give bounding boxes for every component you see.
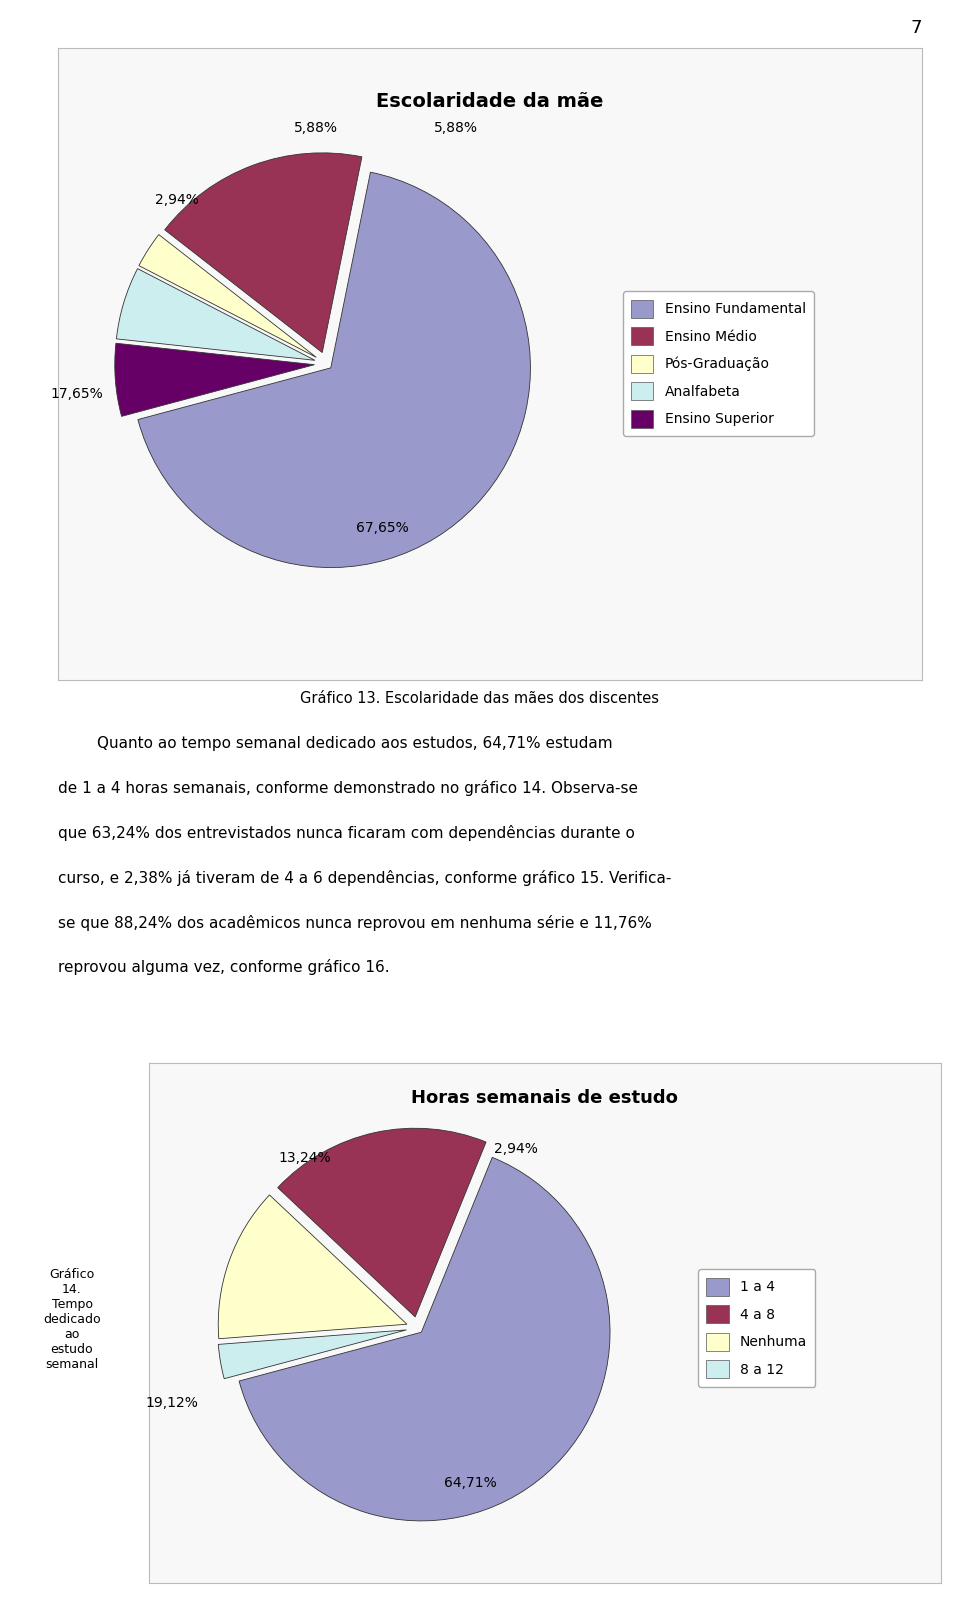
Text: se que 88,24% dos acadêmicos nunca reprovou em nenhuma série e 11,76%: se que 88,24% dos acadêmicos nunca repro… — [58, 915, 652, 931]
Text: 19,12%: 19,12% — [146, 1396, 199, 1410]
Text: de 1 a 4 horas semanais, conforme demonstrado no gráfico 14. Observa-se: de 1 a 4 horas semanais, conforme demons… — [58, 780, 637, 796]
Text: Gráfico 13. Escolaridade das mães dos discentes: Gráfico 13. Escolaridade das mães dos di… — [300, 691, 660, 705]
Text: que 63,24% dos entrevistados nunca ficaram com dependências durante o: que 63,24% dos entrevistados nunca ficar… — [58, 825, 635, 841]
Text: 13,24%: 13,24% — [278, 1151, 330, 1166]
Wedge shape — [165, 154, 362, 352]
Wedge shape — [138, 173, 531, 568]
Wedge shape — [277, 1129, 486, 1318]
Text: 2,94%: 2,94% — [493, 1142, 538, 1156]
Text: 5,88%: 5,88% — [434, 122, 478, 136]
Text: 67,65%: 67,65% — [356, 521, 409, 534]
Legend: Ensino Fundamental, Ensino Médio, Pós-Graduação, Analfabeta, Ensino Superior: Ensino Fundamental, Ensino Médio, Pós-Gr… — [623, 291, 814, 437]
Text: 7: 7 — [910, 19, 922, 37]
Text: reprovou alguma vez, conforme gráfico 16.: reprovou alguma vez, conforme gráfico 16… — [58, 959, 389, 975]
Text: Escolaridade da mãe: Escolaridade da mãe — [376, 93, 603, 112]
Wedge shape — [139, 235, 316, 357]
Text: Gráfico
14.
Tempo
dedicado
ao
estudo
semanal: Gráfico 14. Tempo dedicado ao estudo sem… — [43, 1268, 101, 1370]
Text: Horas semanais de estudo: Horas semanais de estudo — [412, 1089, 678, 1108]
Text: 64,71%: 64,71% — [444, 1476, 497, 1490]
Text: 2,94%: 2,94% — [155, 193, 199, 206]
Legend: 1 a 4, 4 a 8, Nenhuma, 8 a 12: 1 a 4, 4 a 8, Nenhuma, 8 a 12 — [698, 1270, 815, 1386]
Wedge shape — [218, 1330, 406, 1378]
Wedge shape — [115, 344, 315, 416]
Text: curso, e 2,38% já tiveram de 4 a 6 dependências, conforme gráfico 15. Verifica-: curso, e 2,38% já tiveram de 4 a 6 depen… — [58, 870, 671, 886]
Wedge shape — [116, 269, 315, 360]
Wedge shape — [239, 1158, 610, 1521]
Text: Quanto ao tempo semanal dedicado aos estudos, 64,71% estudam: Quanto ao tempo semanal dedicado aos est… — [58, 736, 612, 750]
Text: 17,65%: 17,65% — [51, 387, 103, 401]
Text: 5,88%: 5,88% — [295, 122, 339, 136]
Wedge shape — [218, 1194, 407, 1338]
